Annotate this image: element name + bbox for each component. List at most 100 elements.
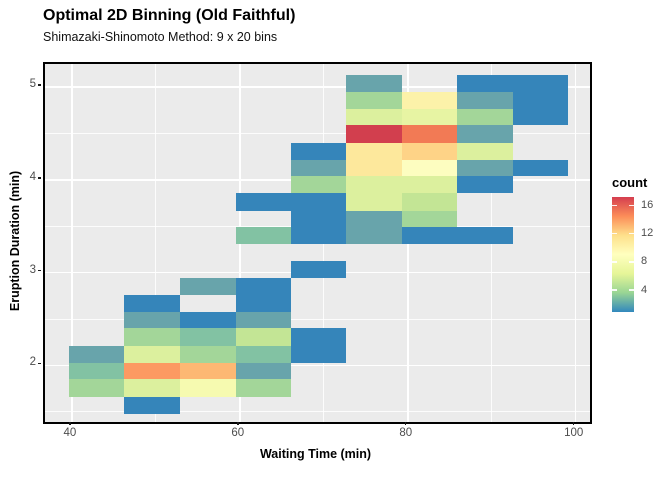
heatmap-tile (68, 345, 124, 363)
heatmap-tile (235, 328, 292, 346)
legend-title: count (612, 175, 648, 190)
heatmap-tile (180, 362, 236, 380)
chart-title: Optimal 2D Binning (Old Faithful) (43, 7, 296, 24)
heatmap-tile (68, 362, 124, 380)
heatmap-tile (123, 396, 181, 414)
x-tick-mark (573, 422, 575, 425)
y-tick-label: 5 (29, 78, 36, 91)
y-tick-label: 2 (29, 356, 36, 369)
heatmap-tile (123, 362, 181, 380)
heatmap-tile (291, 328, 347, 346)
heatmap-tile (235, 227, 292, 244)
gridline-y-minor (45, 318, 590, 320)
heatmap-tile (457, 176, 513, 193)
heatmap-tile (180, 379, 236, 397)
gridline-y-major (45, 364, 590, 367)
heatmap-tile (180, 278, 236, 295)
heatmap-tile (401, 125, 458, 143)
heatmap-tile (123, 328, 181, 346)
heatmap-tile (291, 142, 347, 160)
heatmap-tile (180, 345, 236, 363)
heatmap-tile (346, 159, 402, 177)
heatmap-tile (235, 294, 292, 312)
colorbar-tick (612, 232, 617, 235)
heatmap-tile (457, 159, 513, 177)
heatmap-tile (123, 311, 181, 329)
heatmap-tile (68, 379, 124, 397)
chart-subtitle: Shimazaki-Shinomoto Method: 9 x 20 bins (43, 30, 278, 44)
heatmap-tile (401, 91, 458, 109)
x-tick-mark (237, 422, 239, 425)
heatmap-tile (123, 345, 181, 363)
heatmap-tile (346, 176, 402, 193)
heatmap-tile (401, 192, 458, 211)
heatmap-tile (235, 311, 292, 329)
y-tick-mark (38, 84, 41, 86)
heatmap-tile (346, 210, 402, 228)
heatmap-tile (123, 294, 181, 312)
x-tick-mark (405, 422, 407, 425)
y-tick-mark (38, 362, 41, 365)
plot-panel (43, 62, 592, 424)
heatmap-tile (235, 345, 292, 363)
heatmap-tile (291, 192, 347, 211)
x-tick-label: 80 (399, 427, 413, 439)
legend-tick-label: 16 (641, 198, 654, 211)
colorbar-tick (629, 289, 634, 291)
heatmap-tile (401, 108, 458, 126)
heatmap-tile (401, 227, 458, 244)
heatmap-tile (346, 227, 402, 244)
heatmap-tile (235, 379, 292, 397)
heatmap-tile (123, 379, 181, 397)
heatmap-tile (457, 108, 513, 126)
colorbar-tick (612, 261, 617, 263)
x-tick-label: 60 (231, 427, 245, 439)
x-tick-label: 100 (564, 427, 584, 439)
heatmap-tile (346, 142, 402, 160)
legend-tick-label: 4 (641, 283, 648, 296)
y-tick-mark (38, 177, 41, 179)
heatmap-tile (401, 159, 458, 177)
colorbar-tick (629, 261, 634, 263)
x-tick-label: 40 (63, 427, 77, 439)
heatmap-tile (346, 91, 402, 109)
heatmap-tile (457, 227, 513, 244)
heatmap-tile (291, 159, 347, 177)
heatmap-tile (512, 91, 569, 109)
gridline-x-minor (155, 64, 157, 422)
heatmap-tile (235, 362, 292, 380)
heatmap-tile (346, 125, 402, 143)
gridline-y-major (45, 86, 590, 88)
legend-tick-label: 8 (641, 255, 648, 268)
heatmap-tile (457, 142, 513, 160)
heatmap-tile (180, 311, 236, 329)
heatmap-tile (291, 227, 347, 244)
gridline-y-minor (45, 133, 590, 135)
heatmap-tile (401, 210, 458, 228)
heatmap-tile (291, 345, 347, 363)
heatmap-tile (512, 75, 569, 92)
heatmap-tile (346, 75, 402, 92)
heatmap-tile (291, 210, 347, 228)
heatmap-tile (235, 278, 292, 295)
heatmap-tile (235, 192, 292, 211)
heatmap-tile (180, 328, 236, 346)
heatmap-tile (346, 192, 402, 211)
heatmap-tile (457, 125, 513, 143)
legend-colorbar (612, 197, 634, 312)
y-axis-title: Eruption Duration (min) (8, 170, 22, 312)
heatmap-tile (291, 176, 347, 193)
gridline-x-major (574, 64, 577, 422)
colorbar-tick (612, 289, 617, 291)
x-axis-title: Waiting Time (min) (259, 447, 372, 461)
y-tick-label: 3 (29, 263, 36, 276)
y-tick-label: 4 (29, 170, 36, 183)
gridline-x-major (71, 64, 73, 422)
gridline-y-minor (45, 411, 590, 413)
y-tick-mark (38, 269, 41, 272)
heatmap-tile (401, 142, 458, 160)
heatmap-tile (512, 108, 569, 126)
heatmap-tile (457, 91, 513, 109)
heatmap-tile (346, 108, 402, 126)
